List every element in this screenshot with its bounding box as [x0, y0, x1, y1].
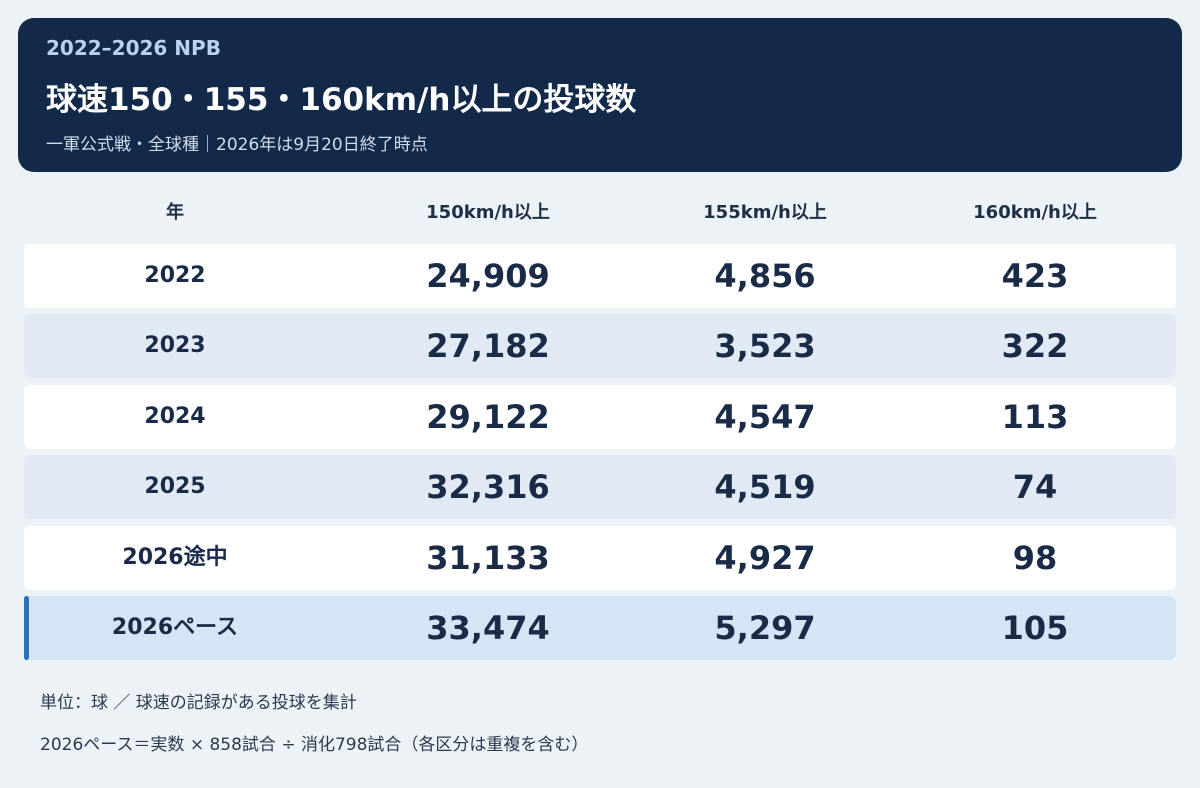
- year-cell: 2026ペース: [111, 615, 239, 640]
- header: 2022–2026 NPB 球速150・155・160km/h以上の投球数 一軍…: [18, 18, 1182, 172]
- table-row: 2026途中 31,133 4,927 98: [24, 525, 1176, 590]
- value-cell: 4,519: [714, 468, 816, 507]
- value-cell: 3,523: [714, 327, 816, 366]
- column-header: 160km/h以上: [973, 202, 1097, 223]
- table-row: 2025 32,316 4,519 74: [24, 455, 1176, 520]
- value-cell: 74: [1012, 468, 1058, 507]
- table-row: 2023 27,182 3,523 322: [24, 314, 1176, 379]
- value-cell: 5,297: [714, 609, 816, 647]
- table-row: 2022 24,909 4,856 423: [24, 244, 1176, 308]
- subtitle: 一軍公式戦・全球種｜2026年は9月20日終了時点: [46, 135, 428, 155]
- year-cell: 2024: [144, 403, 206, 429]
- year-cell: 2022: [144, 263, 206, 288]
- value-cell: 113: [1001, 397, 1069, 436]
- year-cell: 2025: [144, 474, 206, 500]
- footnote: 単位：球 ／ 球速の記録がある投球を集計: [40, 693, 357, 713]
- footnote: 2026ペース＝実数 × 858試合 ÷ 消化798試合（各区分は重複を含む）: [40, 735, 589, 755]
- value-cell: 27,182: [426, 327, 550, 366]
- value-cell: 4,547: [714, 397, 816, 436]
- value-cell: 29,122: [426, 397, 550, 436]
- column-header: 年: [166, 202, 184, 223]
- value-cell: 4,927: [714, 538, 816, 577]
- value-cell: 322: [1001, 327, 1069, 366]
- value-cell: 32,316: [426, 468, 550, 507]
- year-cell: 2026途中: [122, 544, 228, 570]
- table-row: 2026ペース 33,474 5,297 105: [24, 596, 1176, 660]
- value-cell: 4,856: [714, 257, 816, 295]
- value-cell: 31,133: [426, 538, 550, 577]
- value-cell: 24,909: [426, 257, 550, 295]
- value-cell: 98: [1012, 538, 1058, 577]
- column-header: 155km/h以上: [703, 202, 827, 223]
- title: 球速150・155・160km/h以上の投球数: [46, 82, 637, 118]
- eyebrow: 2022–2026 NPB: [46, 36, 221, 60]
- value-cell: 105: [1001, 609, 1069, 647]
- value-cell: 423: [1001, 257, 1069, 295]
- row-accent: [24, 596, 29, 660]
- value-cell: 33,474: [426, 609, 550, 647]
- column-header: 150km/h以上: [426, 202, 550, 223]
- table-row: 2024 29,122 4,547 113: [24, 384, 1176, 449]
- year-cell: 2023: [144, 333, 206, 359]
